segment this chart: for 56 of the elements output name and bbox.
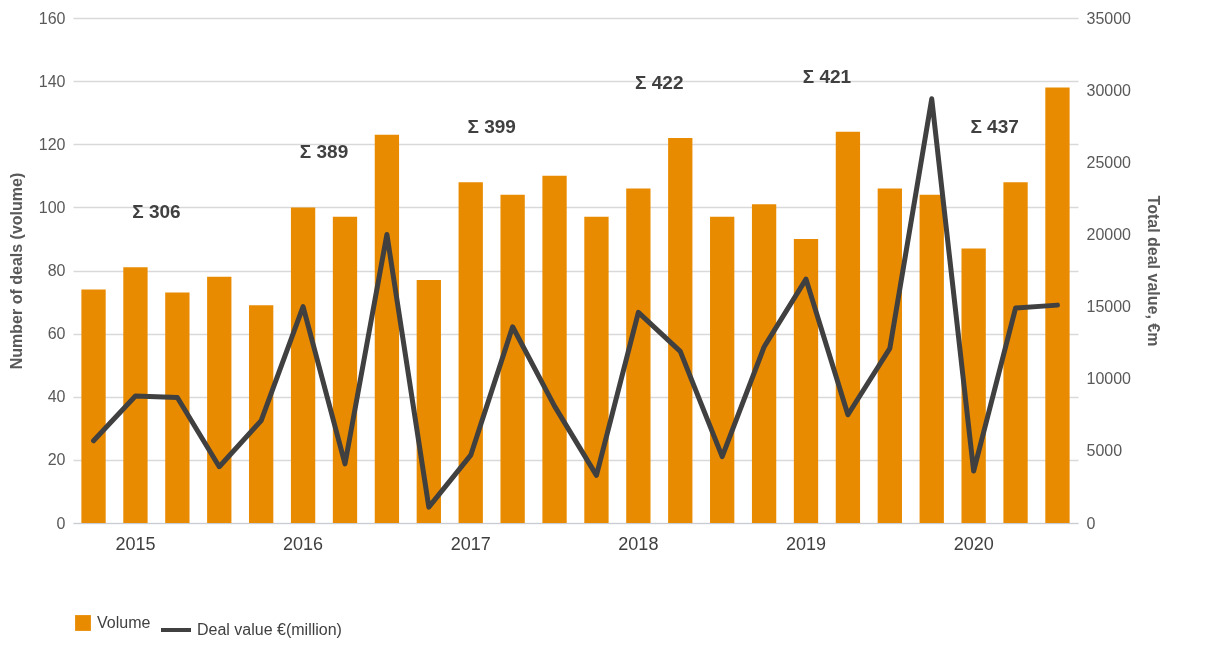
bar <box>500 194 525 523</box>
y2-tick-label: 15000 <box>1086 298 1132 316</box>
y-tick-label: 80 <box>47 262 66 279</box>
bar <box>668 137 693 523</box>
bar <box>207 276 232 523</box>
bar <box>584 216 609 523</box>
legend-label: Volume <box>97 614 151 631</box>
bar <box>458 182 483 523</box>
x-tick-label: 2015 <box>115 533 156 554</box>
bar <box>416 279 441 523</box>
y-tick-label: 60 <box>47 325 66 343</box>
bar <box>123 267 148 523</box>
x-tick-label: 2016 <box>283 533 324 554</box>
y-tick-label: 140 <box>38 72 66 90</box>
bar <box>710 216 735 523</box>
legend-label: Deal value €(million) <box>197 621 342 638</box>
y2-tick-label: 25000 <box>1086 153 1132 171</box>
x-tick-label: 2019 <box>785 533 827 554</box>
y-axis-title: Number of deals (volume) <box>7 172 25 370</box>
annotation: Σ 306 <box>132 201 181 223</box>
bar <box>835 131 861 523</box>
bar <box>1045 87 1070 523</box>
y2-tick-label: 5000 <box>1086 442 1123 460</box>
bar <box>542 175 567 523</box>
y2-tick-label: 10000 <box>1086 370 1132 388</box>
annotation: Σ 422 <box>635 71 684 93</box>
bar <box>877 188 902 523</box>
annotation: Σ 437 <box>970 116 1019 138</box>
bar <box>793 238 819 523</box>
y2-tick-label: 35000 <box>1086 9 1132 27</box>
bar <box>751 204 777 523</box>
bar <box>332 216 358 523</box>
annotation: Σ 399 <box>467 116 516 138</box>
bar <box>290 207 316 523</box>
bar <box>165 292 190 523</box>
y-tick-label: 100 <box>38 198 66 216</box>
bar <box>919 194 944 523</box>
bar <box>374 134 400 523</box>
bar <box>249 305 274 523</box>
x-tick-label: 2018 <box>618 533 659 554</box>
x-tick-label: 2020 <box>953 533 994 554</box>
y-tick-label: 0 <box>56 514 66 532</box>
y-tick-label: 120 <box>38 135 66 153</box>
bar <box>1003 182 1028 523</box>
y2-axis-title: Total deal value, €m <box>1144 195 1162 347</box>
bar <box>81 289 106 523</box>
y2-tick-label: 30000 <box>1086 81 1132 99</box>
y2-tick-label: 0 <box>1086 514 1096 532</box>
y-tick-label: 160 <box>38 9 66 27</box>
annotation: Σ 421 <box>802 65 852 87</box>
annotation: Σ 389 <box>299 141 349 163</box>
x-tick-label: 2017 <box>450 533 491 554</box>
y-tick-label: 20 <box>47 451 66 469</box>
y-tick-label: 40 <box>47 388 66 406</box>
bar <box>626 188 651 523</box>
y2-tick-label: 20000 <box>1086 225 1132 243</box>
